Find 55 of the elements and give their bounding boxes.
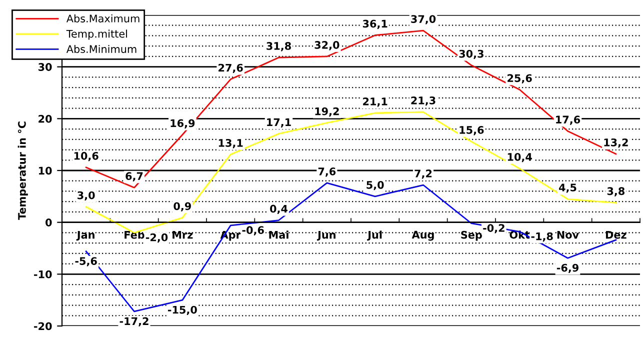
x-tick-label: Jun xyxy=(316,230,336,241)
data-label: 0,9 xyxy=(174,202,191,212)
data-label: -0,2 xyxy=(483,224,504,234)
x-tick-label: Mai xyxy=(269,230,288,239)
x-tick-label: Jul xyxy=(367,230,382,241)
y-tick-label: 0 xyxy=(46,218,52,226)
data-label: 32,0 xyxy=(314,41,340,50)
data-label: 10,6 xyxy=(74,152,98,162)
data-label: 4,5 xyxy=(558,184,576,193)
x-tick-label: Aug xyxy=(412,230,434,241)
y-axis-title: Temperatur in °C xyxy=(18,122,28,220)
data-label: 36,1 xyxy=(362,20,388,29)
legend-label: Temp.mittel xyxy=(66,30,127,40)
data-label: 7,2 xyxy=(414,170,432,179)
data-label: 15,6 xyxy=(460,126,484,136)
data-label: 10,4 xyxy=(508,152,532,162)
x-tick-label: Dez xyxy=(606,230,626,239)
data-label: 31,8 xyxy=(266,42,291,52)
data-label: 13,1 xyxy=(218,138,243,148)
y-tick-label: -10 xyxy=(34,270,52,278)
data-label: 21,1 xyxy=(363,98,388,107)
data-label: 25,6 xyxy=(508,74,532,84)
data-label: -6,9 xyxy=(556,264,578,274)
data-label: 3,8 xyxy=(607,187,624,196)
data-label: 27,6 xyxy=(218,64,243,74)
y-tick-label: 10 xyxy=(38,166,52,175)
data-label: 19,2 xyxy=(315,107,339,117)
data-label: 5,0 xyxy=(366,180,384,190)
y-tick-label: 30 xyxy=(38,63,52,71)
data-label: 37,0 xyxy=(411,15,436,24)
x-tick-label: Nov xyxy=(557,230,579,239)
data-label: 0,4 xyxy=(270,204,288,214)
x-tick-label: Feb xyxy=(124,230,144,239)
data-label: 17,6 xyxy=(556,116,580,125)
data-label: -0,6 xyxy=(242,226,264,236)
y-tick-label: -20 xyxy=(34,322,52,330)
data-label: -2,0 xyxy=(146,233,168,243)
legend-label: Abs.Maximum xyxy=(66,14,140,22)
data-label: 13,2 xyxy=(604,138,628,148)
data-label: -5,6 xyxy=(75,257,97,266)
x-tick-label: Mrz xyxy=(172,230,193,239)
legend-label: Abs.Minimum xyxy=(66,44,136,54)
data-label: -17,2 xyxy=(120,317,148,326)
y-tick-label: 20 xyxy=(38,114,52,123)
data-label: -1,8 xyxy=(531,232,553,242)
data-label: 17,1 xyxy=(267,118,291,128)
data-label: 16,9 xyxy=(170,119,195,128)
x-tick-label: Sep xyxy=(461,230,482,241)
data-label: 3,0 xyxy=(78,191,95,201)
data-label: 7,6 xyxy=(318,167,336,177)
data-label: 6,7 xyxy=(126,172,143,182)
data-label: 30,3 xyxy=(459,50,484,60)
data-label: 21,3 xyxy=(411,96,436,106)
data-label: -15,0 xyxy=(168,306,197,316)
x-tick-label: Jan xyxy=(76,230,94,241)
